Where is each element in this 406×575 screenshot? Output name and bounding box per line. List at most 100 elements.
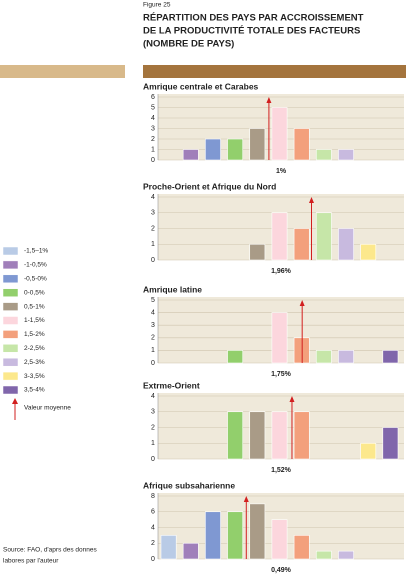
legend-label: 1,5-2%: [24, 331, 45, 338]
legend-label: -0,5-0%: [24, 276, 47, 283]
bar: [182, 149, 199, 161]
legend-label: 0,5-1%: [24, 303, 45, 310]
chart-title: Afrique subsaharienne: [143, 480, 235, 490]
bar: [249, 128, 266, 161]
bar: [293, 228, 310, 261]
y-tick-label: 5: [151, 104, 155, 111]
y-tick-label: 2: [151, 540, 155, 547]
mean-arrow-head: [299, 300, 305, 306]
y-tick-label: 0: [151, 556, 155, 563]
mean-label: 0,49%: [271, 567, 292, 574]
bar: [227, 138, 244, 161]
chart-title: Proche-Orient et Afrique du Nord: [143, 181, 276, 191]
bar: [249, 503, 266, 560]
legend-mean-label: Valeur moyenne: [24, 405, 71, 412]
legend-swatch: [2, 330, 19, 339]
y-tick-label: 0: [151, 157, 155, 164]
figure-number: Figure 25: [143, 2, 171, 9]
legend-swatch: [2, 344, 19, 353]
y-tick-label: 6: [151, 509, 155, 516]
header-band: [143, 65, 406, 78]
chart-title: Amrique centrale et Carabes: [143, 81, 259, 91]
mean-label: 1,96%: [271, 268, 292, 275]
bar: [227, 411, 244, 460]
bar: [293, 411, 310, 460]
legend-label: 0-0,5%: [24, 289, 45, 296]
y-tick-label: 3: [151, 409, 155, 416]
legend-arrow-head: [12, 398, 18, 404]
bar: [293, 535, 310, 560]
mean-label: 1,75%: [271, 371, 292, 378]
bar: [271, 212, 288, 261]
bar: [338, 228, 354, 261]
bar: [205, 511, 221, 560]
y-tick-label: 4: [151, 194, 155, 201]
bar: [382, 427, 399, 460]
y-tick-label: 2: [151, 136, 155, 143]
mean-arrow-head: [308, 197, 314, 203]
y-tick-label: 0: [151, 360, 155, 367]
bar: [360, 442, 377, 460]
y-tick-label: 3: [151, 125, 155, 132]
bar: [249, 411, 266, 460]
y-tick-label: 1: [151, 347, 155, 354]
legend-swatch: [2, 385, 19, 395]
title-line: DE LA PRODUCTIVITÉ TOTALE DES FACTEURS: [143, 26, 360, 37]
bar: [338, 550, 354, 560]
chart-title: Amrique latine: [143, 284, 202, 294]
mean-label: 1%: [276, 168, 287, 175]
legend-swatch: [2, 274, 19, 284]
mean-arrow-head: [289, 396, 295, 402]
legend-swatch: [2, 371, 19, 381]
bar: [315, 149, 332, 161]
mean-arrow-head: [243, 496, 249, 502]
chart-title: Extrme-Orient: [143, 380, 200, 390]
y-tick-label: 5: [151, 297, 155, 304]
legend-label: 1-1,5%: [24, 317, 45, 324]
bar: [338, 350, 354, 364]
legend-label: 3-3,5%: [24, 373, 45, 380]
y-tick-label: 8: [151, 493, 155, 500]
bar: [160, 535, 177, 560]
y-tick-label: 4: [151, 309, 155, 316]
bar: [293, 128, 310, 161]
legend-swatch: [2, 357, 19, 367]
legend-swatch: [2, 316, 19, 325]
bar: [182, 542, 199, 560]
bar: [382, 350, 399, 364]
legend-label: 2-2,5%: [24, 345, 45, 352]
y-tick-label: 1: [151, 440, 155, 447]
bar: [360, 243, 377, 261]
y-tick-label: 3: [151, 210, 155, 217]
legend-swatch: [2, 246, 19, 256]
bar: [271, 107, 288, 161]
legend-label: 2,5-3%: [24, 359, 45, 366]
title-line: (NOMBRE DE PAYS): [143, 39, 234, 50]
y-tick-label: 2: [151, 225, 155, 232]
y-tick-label: 0: [151, 456, 155, 463]
y-tick-label: 4: [151, 115, 155, 122]
y-tick-label: 4: [151, 393, 155, 400]
bar: [271, 312, 288, 364]
mean-arrow-head: [266, 97, 272, 103]
source: Source: FAO, d'aprs des donnes: [3, 547, 97, 554]
title-line: RÉPARTITION DES PAYS PAR ACCROISSEMENT: [143, 13, 364, 24]
y-tick-label: 3: [151, 322, 155, 329]
bar: [205, 138, 221, 161]
legend-label: 3,5-4%: [24, 387, 45, 394]
y-tick-label: 1: [151, 241, 155, 248]
bar: [315, 350, 332, 364]
legend-label: -1,5–1%: [24, 248, 48, 255]
mean-label: 1,52%: [271, 467, 292, 474]
bar: [315, 212, 332, 261]
legend-swatch: [2, 302, 19, 311]
y-tick-label: 6: [151, 94, 155, 101]
bar: [271, 519, 288, 560]
y-tick-label: 1: [151, 146, 155, 153]
bar: [271, 411, 288, 460]
bar: [338, 149, 354, 161]
bar: [227, 511, 244, 560]
bar: [227, 350, 244, 364]
y-tick-label: 2: [151, 335, 155, 342]
